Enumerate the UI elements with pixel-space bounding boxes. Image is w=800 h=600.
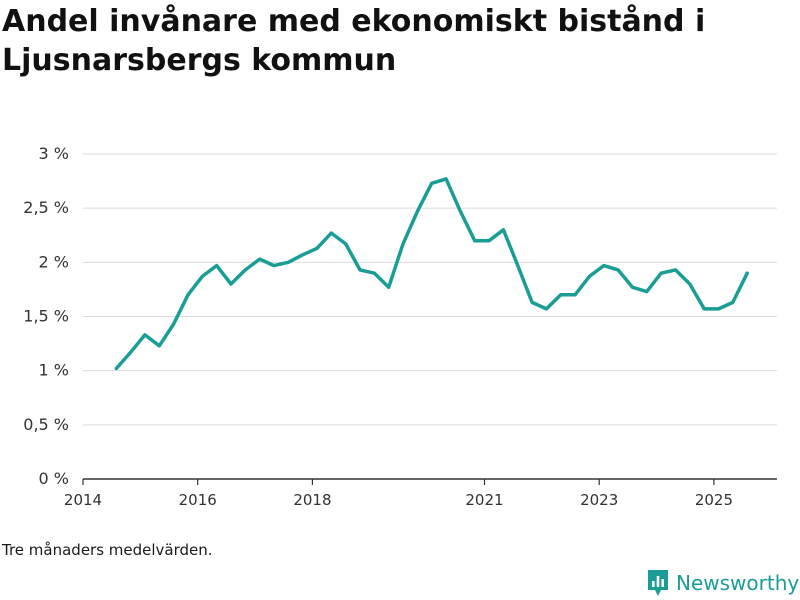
x-tick-label: 2014 [64,491,102,509]
newsworthy-logo-icon [648,570,668,596]
footnote: Tre månaders medelvärden. [2,541,213,559]
brand-name: Newsworthy [676,571,800,595]
data-point [200,274,204,278]
y-tick-label: 1 % [39,361,69,380]
data-point [702,307,706,311]
x-tick-label: 2016 [179,491,217,509]
data-point [745,271,749,275]
data-point [616,268,620,272]
y-tick-label: 0 % [39,469,69,488]
data-point [602,264,606,268]
data-point [186,293,190,297]
data-point [559,293,563,297]
data-point [487,239,491,243]
data-point [315,246,319,250]
data-point [243,268,247,272]
data-point [673,268,677,272]
data-point [458,209,462,213]
y-tick-label: 3 % [39,144,69,163]
data-point [659,271,663,275]
brand-logo: Newsworthy [646,568,799,598]
data-point [516,264,520,268]
data-point [501,228,505,232]
y-tick-label: 2,5 % [23,198,69,217]
data-point [716,307,720,311]
data-point [143,333,147,337]
data-point [344,242,348,246]
x-axis-ticks: 2014 2016 2018 2021 2023 2025 [64,479,733,509]
data-point [301,253,305,257]
data-point [172,322,176,326]
data-point [415,209,419,213]
data-point [387,285,391,289]
data-point [444,177,448,181]
data-point [645,290,649,294]
data-point [329,231,333,235]
data-point [473,239,477,243]
data-point [258,257,262,261]
series-line [114,177,749,371]
x-tick-label: 2018 [293,491,331,509]
data-point [573,293,577,297]
data-point [286,260,290,264]
y-tick-label: 0,5 % [23,415,69,434]
x-tick-label: 2021 [465,491,503,509]
data-point [430,181,434,185]
data-point [215,264,219,268]
data-point [157,344,161,348]
series [114,177,749,371]
data-point [114,367,118,370]
data-point [372,271,376,275]
data-point [129,350,133,354]
chart-title: Andel invånare med ekonomiskt bistånd i … [2,4,706,78]
data-point [688,282,692,286]
data-point [229,282,233,286]
y-tick-label: 1,5 % [23,307,69,326]
data-point [530,300,534,304]
y-tick-label: 2 % [39,252,69,271]
x-tick-label: 2023 [580,491,618,509]
data-point [731,300,735,304]
data-point [587,274,591,278]
data-point [544,307,548,311]
data-point [630,285,634,289]
data-point [358,268,362,272]
data-point [401,242,405,246]
x-tick-label: 2025 [695,491,733,509]
data-point [272,264,276,268]
y-axis-ticks: 0 % 0,5 % 1 % 1,5 % 2 % 2,5 % 3 % [23,144,69,488]
gridlines [83,153,777,426]
